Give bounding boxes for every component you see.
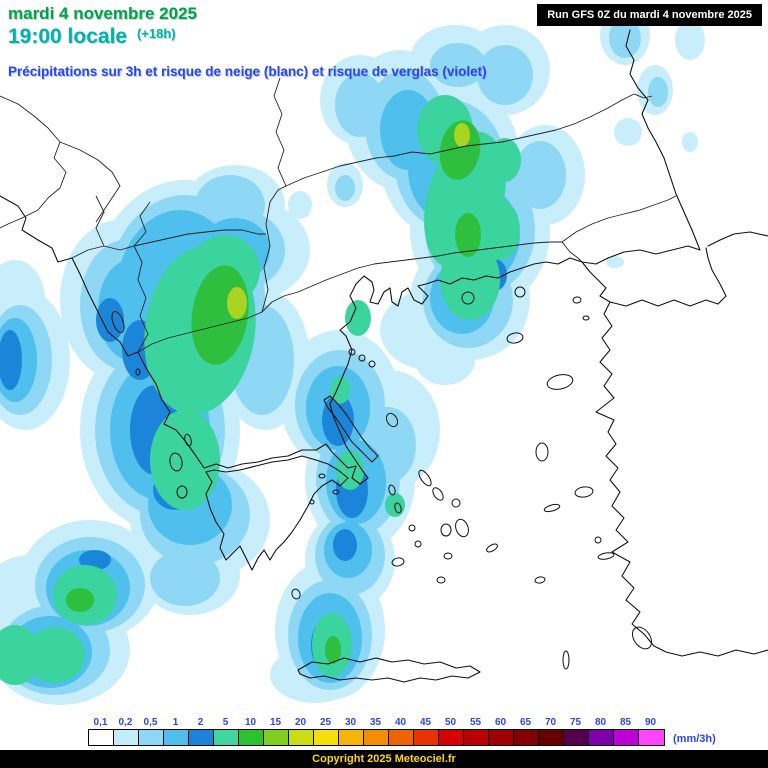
- legend-swatch: [639, 730, 664, 745]
- legend-value: 10: [244, 717, 257, 728]
- precip-level-6: [66, 120, 481, 664]
- legend-swatch: [139, 730, 164, 745]
- islands: [111, 286, 653, 670]
- legend-swatch: [289, 730, 314, 745]
- legend-swatch: [214, 730, 239, 745]
- legend-swatch: [239, 730, 264, 745]
- map-time-offset: (+18h): [136, 26, 176, 41]
- map-date: mardi 4 novembre 2025: [8, 4, 197, 23]
- precip-level-7: [227, 123, 470, 319]
- legend-value: 80: [594, 717, 607, 728]
- legend-swatch: [164, 730, 189, 745]
- legend-swatch: [414, 730, 439, 745]
- legend-swatch: [589, 730, 614, 745]
- legend-value: 40: [394, 717, 407, 728]
- legend-value: 70: [544, 717, 557, 728]
- run-info-box: Run GFS 0Z du mardi 4 novembre 2025: [537, 4, 762, 26]
- legend-swatch: [539, 730, 564, 745]
- precipitation-legend: 0,1 0,2 0,5 1 2 5 10 15 20 25 30 35 40 45 50 55 60 65 70 75…: [88, 717, 716, 746]
- legend-swatches: [88, 729, 665, 746]
- legend-swatch: [464, 730, 489, 745]
- legend-value: 50: [444, 717, 457, 728]
- coast-marmara-blacksea: [581, 29, 701, 265]
- map-time: 19:00 locale (+18h): [8, 25, 176, 49]
- copyright-bar: Copyright 2025 Meteociel.fr: [0, 750, 768, 768]
- legend-value: 90: [644, 717, 657, 728]
- coast-crete: [297, 657, 481, 683]
- legend-labels: 0,1 0,2 0,5 1 2 5 10 15 20 25 30 35 40 45 50 55 60 65 70 75…: [88, 717, 665, 728]
- legend-swatch: [389, 730, 414, 745]
- legend-swatch: [89, 730, 114, 745]
- legend-swatch: [614, 730, 639, 745]
- legend-scale: 0,1 0,2 0,5 1 2 5 10 15 20 25 30 35 40 45 50 55 60 65 70 75…: [88, 717, 665, 746]
- legend-value: 0,1: [93, 717, 108, 728]
- country-borders: [0, 77, 677, 353]
- coast-euboea: [323, 395, 379, 463]
- legend-swatch: [489, 730, 514, 745]
- legend-value: 35: [369, 717, 382, 728]
- coast-peloponnese: [205, 455, 349, 571]
- legend-value: 20: [294, 717, 307, 728]
- legend-swatch: [514, 730, 539, 745]
- legend-value: 2: [197, 717, 204, 728]
- coast-blacksea-asia: [707, 231, 768, 247]
- legend-swatch: [264, 730, 289, 745]
- coast-mainland: [0, 195, 768, 657]
- legend-value: 1: [172, 717, 179, 728]
- legend-swatch: [339, 730, 364, 745]
- legend-swatch: [314, 730, 339, 745]
- legend-swatch: [364, 730, 389, 745]
- legend-value: 0,2: [118, 717, 133, 728]
- legend-value: 25: [319, 717, 332, 728]
- legend-value: 5: [222, 717, 229, 728]
- legend-value: 65: [519, 717, 532, 728]
- copyright-text: Copyright 2025 Meteociel.fr: [312, 753, 456, 765]
- legend-value: 75: [569, 717, 582, 728]
- legend-swatch: [114, 730, 139, 745]
- legend-swatch: [439, 730, 464, 745]
- legend-value: 45: [419, 717, 432, 728]
- legend-value: 15: [269, 717, 282, 728]
- legend-value: 55: [469, 717, 482, 728]
- coastlines: [0, 29, 768, 683]
- map-time-value: 19:00 locale: [8, 25, 128, 48]
- legend-value: 85: [619, 717, 632, 728]
- legend-value: 60: [494, 717, 507, 728]
- legend-value: 30: [344, 717, 357, 728]
- legend-unit: (mm/3h): [673, 733, 716, 745]
- legend-value: 0,5: [143, 717, 158, 728]
- map-subtitle: Précipitations sur 3h et risque de neige…: [8, 64, 487, 79]
- legend-swatch: [189, 730, 214, 745]
- legend-swatch: [564, 730, 589, 745]
- coast-marmara-south: [609, 247, 727, 307]
